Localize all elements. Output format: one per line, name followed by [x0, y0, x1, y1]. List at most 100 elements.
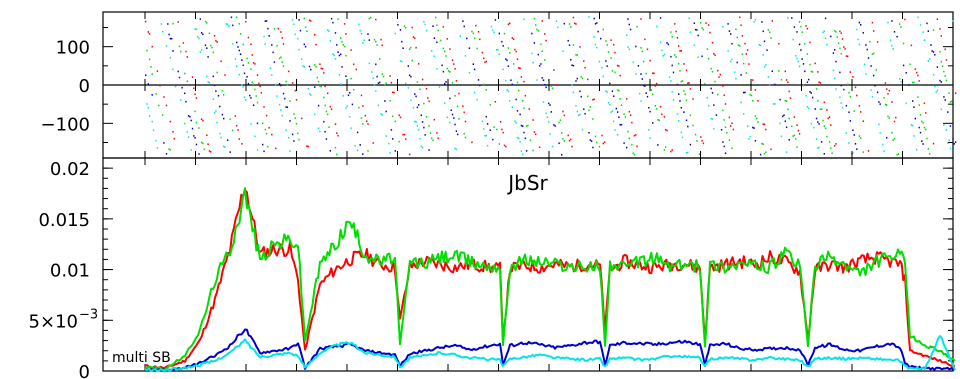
phase-point	[683, 63, 685, 65]
phase-point	[785, 151, 788, 153]
phase-point	[347, 94, 350, 97]
phase-point	[476, 47, 478, 50]
phase-point	[926, 137, 928, 140]
phase-point	[525, 125, 528, 127]
phase-point	[442, 26, 445, 28]
amplitude-y-tick-label: 5×10	[29, 311, 78, 332]
phase-point	[667, 43, 669, 46]
phase-point	[505, 79, 507, 82]
phase-point	[892, 139, 894, 141]
phase-point	[730, 33, 732, 35]
phase-point	[250, 97, 252, 99]
phase-point	[462, 20, 464, 22]
phase-point	[250, 43, 252, 46]
phase-point	[533, 42, 536, 44]
phase-point	[538, 65, 541, 67]
phase-point	[234, 58, 237, 60]
phase-point	[809, 63, 811, 66]
phase-point	[532, 119, 534, 121]
phase-point	[875, 69, 877, 71]
phase-point	[194, 110, 196, 113]
phase-point	[445, 81, 447, 83]
phase-point	[146, 49, 148, 52]
phase-point	[425, 29, 428, 32]
phase-point	[750, 94, 753, 97]
phase-point	[184, 92, 186, 95]
phase-point	[702, 142, 705, 145]
phase-point	[541, 50, 543, 52]
phase-point	[172, 50, 174, 52]
phase-point	[652, 72, 654, 74]
phase-point	[171, 37, 173, 40]
phase-point	[346, 105, 348, 107]
phase-point	[792, 38, 794, 41]
phase-point	[532, 61, 534, 64]
phase-point	[485, 89, 487, 91]
phase-point	[281, 37, 283, 39]
phase-point	[453, 63, 455, 65]
phase-point	[523, 80, 525, 83]
phase-point	[299, 29, 302, 32]
phase-point	[730, 125, 732, 127]
phase-point	[843, 88, 845, 91]
phase-point	[788, 117, 790, 120]
phase-point	[414, 120, 416, 123]
phase-point	[254, 63, 256, 65]
phase-point	[432, 25, 434, 27]
phase-point	[830, 35, 832, 38]
phase-point	[749, 135, 751, 138]
phase-point	[784, 70, 786, 73]
phase-point	[905, 102, 907, 105]
phase-point	[418, 63, 420, 65]
phase-point	[601, 66, 603, 69]
phase-point	[501, 40, 503, 43]
phase-point	[442, 47, 445, 50]
phase-point	[845, 132, 848, 134]
phase-point	[484, 61, 486, 64]
phase-point	[477, 79, 480, 81]
phase-point	[532, 149, 534, 152]
phase-point	[801, 58, 803, 60]
phase-point	[263, 106, 265, 108]
phase-point	[787, 81, 789, 84]
phase-point	[330, 108, 333, 111]
phase-point	[754, 18, 757, 21]
phase-point	[745, 72, 747, 74]
phase-point	[168, 148, 170, 150]
phase-point	[587, 95, 589, 98]
phase-point	[145, 20, 147, 23]
phase-point	[373, 38, 376, 41]
phase-point	[494, 101, 497, 103]
phase-point	[200, 32, 203, 34]
phase-point	[202, 33, 204, 36]
phase-point	[720, 129, 723, 131]
phase-point	[810, 122, 812, 125]
phase-point	[884, 103, 887, 106]
phase-point	[629, 114, 632, 116]
phase-point	[245, 99, 247, 101]
phase-point	[839, 71, 841, 74]
phase-point	[579, 46, 581, 48]
phase-point	[583, 108, 585, 110]
phase-point	[845, 55, 848, 57]
phase-point	[598, 60, 601, 63]
phase-point	[696, 29, 698, 31]
phase-point	[852, 152, 854, 154]
phase-point	[186, 131, 188, 133]
phase-point	[438, 86, 441, 88]
phase-point	[537, 29, 539, 32]
phase-point	[343, 23, 346, 25]
phase-point	[936, 89, 939, 92]
phase-point	[225, 23, 227, 25]
phase-point	[858, 21, 861, 24]
phase-point	[369, 16, 372, 19]
phase-point	[769, 31, 771, 34]
phase-point	[783, 114, 785, 116]
phase-point	[501, 128, 503, 131]
phase-point	[678, 62, 680, 65]
phase-point	[449, 48, 451, 50]
phase-point	[852, 129, 854, 131]
phase-point	[308, 19, 311, 22]
phase-point	[618, 65, 620, 67]
phase-point	[403, 25, 406, 27]
